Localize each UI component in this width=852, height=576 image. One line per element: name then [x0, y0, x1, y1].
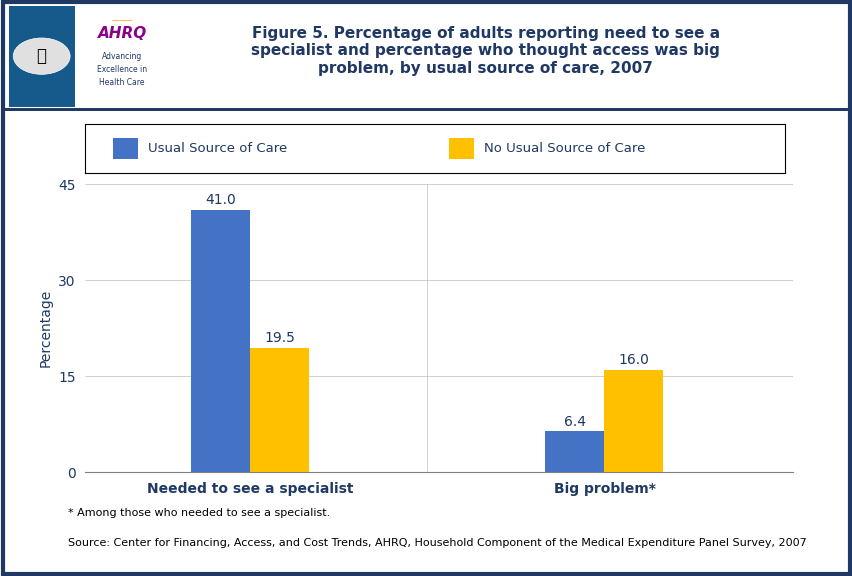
Text: Usual Source of Care: Usual Source of Care — [148, 142, 287, 155]
Text: ─────: ───── — [112, 18, 133, 24]
Text: 6.4: 6.4 — [563, 415, 585, 429]
Text: No Usual Source of Care: No Usual Source of Care — [483, 142, 645, 155]
Bar — [544, 431, 604, 472]
Text: 41.0: 41.0 — [205, 194, 236, 207]
Text: AHRQ: AHRQ — [97, 26, 147, 41]
Text: 16.0: 16.0 — [618, 353, 648, 367]
Text: * Among those who needed to see a specialist.: * Among those who needed to see a specia… — [68, 509, 330, 518]
Text: Health Care: Health Care — [100, 78, 145, 87]
Bar — [448, 138, 473, 159]
Text: Advancing: Advancing — [102, 52, 142, 60]
Y-axis label: Percentage: Percentage — [38, 289, 52, 367]
Text: 🦅: 🦅 — [37, 47, 47, 65]
Bar — [113, 138, 138, 159]
Bar — [191, 210, 250, 472]
Circle shape — [14, 38, 70, 74]
Text: Figure 5. Percentage of adults reporting need to see a
specialist and percentage: Figure 5. Percentage of adults reporting… — [251, 26, 719, 75]
Bar — [250, 347, 309, 472]
Text: Source: Center for Financing, Access, and Cost Trends, AHRQ, Household Component: Source: Center for Financing, Access, an… — [68, 538, 806, 548]
Bar — [9, 6, 75, 107]
Text: Excellence in: Excellence in — [97, 65, 147, 74]
Text: 19.5: 19.5 — [264, 331, 295, 345]
Bar — [604, 370, 663, 472]
